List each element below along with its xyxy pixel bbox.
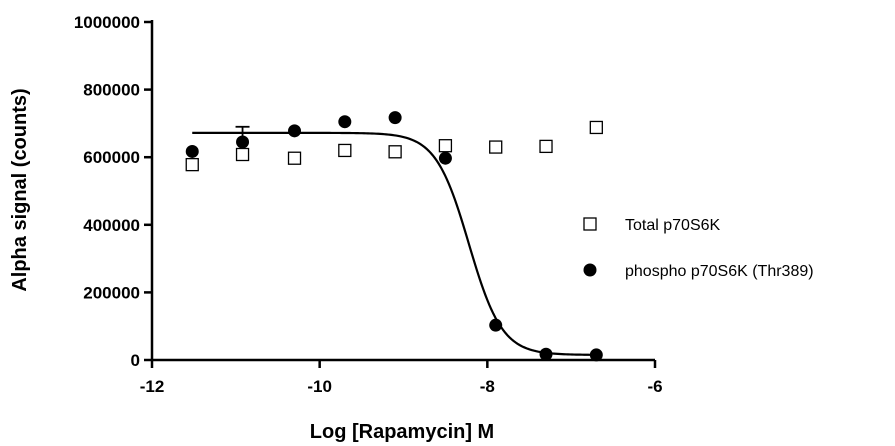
point-total	[589, 120, 603, 135]
y-tick-label: 800000	[83, 81, 140, 100]
legend-label-total: Total p70S6K	[625, 217, 721, 234]
point-total	[338, 143, 352, 158]
legend-marker-total	[583, 217, 597, 231]
plot-area	[185, 111, 603, 362]
x-tick-label: -10	[307, 377, 332, 396]
point-phospho	[236, 135, 250, 149]
axes: 0 200000 400000 600000 800000 1000000 -12 -10 -8…	[74, 13, 663, 396]
point-phospho	[489, 318, 503, 332]
y-axis-title: Alpha signal (counts)	[9, 88, 31, 291]
point-phospho	[288, 124, 302, 138]
x-tick-label: -12	[140, 377, 165, 396]
legend: Total p70S6K phospho p70S6K (Thr389)	[583, 217, 814, 280]
point-phospho	[338, 115, 352, 129]
legend-marker-phospho	[583, 263, 597, 277]
x-axis-title: Log [Rapamycin] M	[310, 421, 494, 443]
legend-label-phospho: phospho p70S6K (Thr389)	[625, 263, 814, 280]
point-phospho	[185, 144, 199, 158]
y-tick-label: 1000000	[74, 13, 140, 32]
point-total	[539, 139, 553, 154]
point-total	[438, 139, 453, 153]
x-tick-label: -8	[480, 377, 495, 396]
fit-curve	[192, 131, 597, 356]
y-tick-label: 400000	[83, 216, 140, 235]
point-total	[287, 151, 302, 165]
point-total	[235, 147, 250, 162]
point-phospho	[539, 347, 553, 361]
y-tick-label: 200000	[83, 283, 140, 302]
point-phospho	[438, 151, 452, 165]
y-tick-label: 600000	[83, 148, 140, 167]
x-tick-label: -6	[647, 377, 662, 396]
point-phospho	[388, 111, 402, 125]
point-phospho	[589, 348, 603, 362]
point-total	[388, 145, 402, 159]
point-total	[185, 157, 199, 172]
y-tick-label: 0	[131, 351, 140, 370]
point-total	[489, 140, 503, 154]
